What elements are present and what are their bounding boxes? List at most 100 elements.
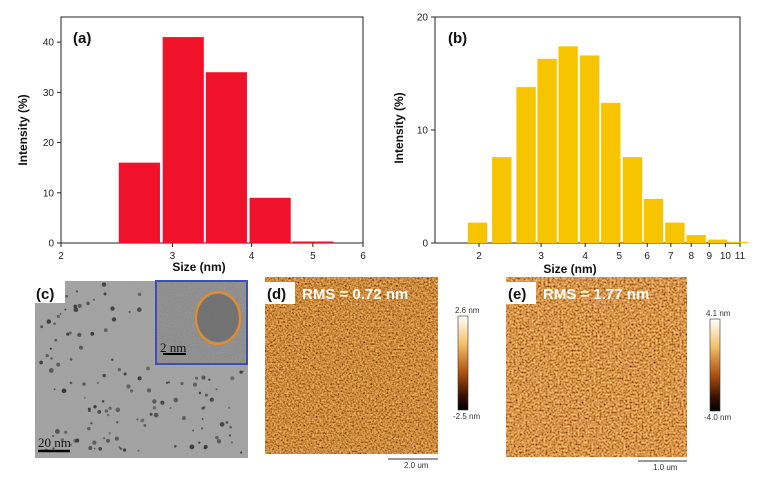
x-tick-label: 3 — [538, 251, 544, 262]
bar — [558, 46, 578, 243]
nanodot — [52, 447, 55, 450]
x-tick-label: 5 — [617, 251, 623, 262]
tem-label-box — [35, 281, 65, 303]
nanodot — [86, 301, 90, 306]
nanodot — [59, 313, 62, 315]
bar — [467, 222, 488, 243]
nanodot — [66, 332, 70, 336]
y-tick-label: 20 — [417, 13, 429, 24]
nanodot — [123, 372, 127, 376]
nanodot — [103, 328, 108, 332]
nanodot — [54, 338, 58, 342]
nanodot — [106, 438, 110, 443]
nanodot — [240, 451, 243, 454]
nanodot — [229, 425, 232, 429]
nanodot — [50, 357, 53, 360]
y-tick-label: 30 — [43, 88, 55, 99]
afm-e-colorbar-max: 4.1 nm — [706, 309, 731, 318]
bar — [665, 222, 685, 243]
nanodot — [56, 314, 61, 319]
nanodot — [181, 416, 186, 421]
afm-d-scale-bar-label: 2.0 um — [404, 461, 429, 470]
x-tick-label: 7 — [668, 251, 674, 262]
nanodot — [93, 405, 97, 409]
x-tick-label: 3 — [170, 251, 176, 262]
nanodot — [116, 421, 119, 424]
nanodot — [219, 422, 225, 427]
nanodot — [65, 294, 69, 298]
nanodot — [216, 439, 222, 444]
nanodot — [198, 441, 201, 444]
nanodot — [92, 440, 97, 445]
bar — [579, 55, 600, 243]
tem-inset-lattice — [197, 294, 239, 342]
nanodot — [165, 381, 169, 384]
bar — [686, 235, 706, 243]
nanodot — [69, 381, 73, 385]
afm-d-rms: RMS = 0.72 nm — [302, 286, 408, 303]
chart-a-panel-label: (a) — [73, 30, 91, 47]
nanodot — [242, 370, 245, 373]
chart-a-bars — [118, 37, 334, 243]
y-tick-label: 10 — [417, 126, 429, 137]
nanodot — [106, 413, 110, 417]
nanodot — [93, 298, 95, 301]
nanodot — [195, 376, 199, 380]
nanodot — [111, 358, 114, 361]
nanodot — [60, 438, 64, 442]
nanodot — [73, 307, 79, 313]
nanodot — [108, 432, 111, 435]
bar — [516, 87, 536, 243]
nanodot — [146, 366, 150, 371]
bar — [537, 58, 557, 244]
nanodot — [75, 438, 80, 443]
nanodot — [126, 384, 131, 389]
afm-d-panel: (d) RMS = 0.72 nm 2.6 nm -2.5 nm 2.0 um — [265, 277, 480, 470]
nanodot — [64, 308, 67, 311]
afm-d-image-texture — [265, 277, 438, 454]
chart-b-xticks: 2 3 4 5 6 7 8 9 10 11 — [476, 243, 746, 262]
bar — [707, 239, 728, 243]
nanodot — [93, 447, 96, 450]
afm-d-colorbar — [457, 315, 469, 411]
nanodot — [149, 412, 153, 416]
nanodot — [88, 446, 93, 450]
nanodot — [56, 362, 61, 367]
bar — [205, 72, 247, 243]
nanodot — [110, 306, 115, 311]
y-tick-label: 20 — [43, 138, 55, 149]
tem-inset-scale-bar-label: 2 nm — [160, 340, 186, 355]
afm-e-panel-label: (e) — [508, 286, 526, 303]
x-tick-label: 9 — [707, 251, 713, 262]
nanodot — [102, 373, 106, 378]
nanodot — [98, 447, 102, 451]
nanodot — [215, 435, 219, 440]
chart-b-xlabel: Size (nm) — [543, 262, 596, 276]
bar — [292, 241, 334, 243]
nanodot — [90, 331, 95, 336]
x-tick-label: 2 — [476, 251, 482, 262]
bar — [622, 157, 643, 243]
nanodot — [225, 420, 229, 424]
nanodot — [228, 406, 231, 409]
x-tick-label: 2 — [58, 251, 64, 262]
nanodot — [203, 446, 207, 450]
nanodot — [46, 319, 51, 324]
afm-d-colorbar-max: 2.6 nm — [455, 306, 480, 315]
nanodot — [228, 434, 232, 437]
afm-e-colorbar-min: -4.0 nm — [704, 413, 731, 422]
chart-b-yticks: 0 10 20 — [417, 13, 435, 250]
x-tick-label: 10 — [720, 251, 732, 262]
nanodot — [167, 381, 171, 384]
tem-inset-circle — [195, 291, 241, 345]
nanodot — [137, 449, 140, 452]
y-tick-label: 0 — [48, 239, 54, 250]
nanodot — [97, 409, 102, 414]
nanodot — [75, 290, 79, 293]
nanodot — [69, 443, 72, 446]
x-tick-label: 6 — [644, 251, 650, 262]
nanodot — [174, 445, 177, 448]
nanodot — [108, 406, 112, 410]
x-tick-label: 4 — [582, 251, 588, 262]
nanodot — [192, 429, 195, 432]
